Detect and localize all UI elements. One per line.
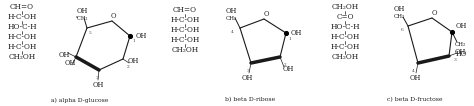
Text: 3: 3 — [454, 58, 456, 62]
Text: 3: 3 — [246, 69, 249, 73]
Text: C=O: C=O — [336, 13, 354, 21]
Text: OH: OH — [241, 74, 253, 82]
Text: H-C-OH: H-C-OH — [330, 43, 360, 51]
Text: H-C-OH: H-C-OH — [330, 33, 360, 41]
Text: c) beta D-fructose: c) beta D-fructose — [387, 97, 443, 103]
Text: H-C-OH: H-C-OH — [7, 13, 36, 21]
Text: 1: 1 — [289, 37, 292, 41]
Text: CH=O: CH=O — [10, 3, 34, 11]
Text: OH: OH — [135, 32, 146, 40]
Text: O: O — [431, 9, 437, 17]
Text: H-C-OH: H-C-OH — [170, 26, 200, 34]
Text: OH: OH — [58, 51, 70, 59]
Text: OH: OH — [225, 7, 237, 15]
Text: H-C-OH: H-C-OH — [7, 33, 36, 41]
Text: HO: HO — [456, 50, 467, 58]
Text: CH₂: CH₂ — [393, 15, 405, 20]
Text: 2: 2 — [127, 65, 129, 69]
Text: OH: OH — [456, 22, 467, 30]
Text: CH₂: CH₂ — [455, 42, 465, 47]
Text: 6: 6 — [401, 28, 403, 32]
Text: OH: OH — [128, 57, 139, 65]
Text: CH₂OH: CH₂OH — [172, 46, 199, 54]
Text: OH: OH — [393, 5, 405, 13]
Text: O: O — [110, 12, 116, 20]
Text: 4: 4 — [231, 30, 233, 34]
Text: HO-C-H: HO-C-H — [330, 23, 360, 31]
Text: OH: OH — [290, 29, 301, 37]
Text: b) beta D-ribose: b) beta D-ribose — [225, 97, 275, 103]
Text: CH₂OH: CH₂OH — [9, 53, 36, 61]
Text: 1: 1 — [133, 39, 136, 43]
Text: OH: OH — [92, 81, 104, 89]
Text: H-C-OH: H-C-OH — [170, 36, 200, 44]
Text: OH: OH — [454, 48, 465, 56]
Text: H-C-OH: H-C-OH — [170, 16, 200, 24]
Text: OH: OH — [410, 74, 421, 82]
Text: 3: 3 — [96, 76, 99, 80]
Text: CH₂OH: CH₂OH — [331, 53, 359, 61]
Text: O: O — [263, 10, 269, 18]
Text: CH₂: CH₂ — [225, 17, 237, 22]
Text: a) alpha D-glucose: a) alpha D-glucose — [51, 97, 109, 103]
Text: 5: 5 — [89, 31, 91, 35]
Text: HO-C-H: HO-C-H — [7, 23, 37, 31]
Text: H-C-OH: H-C-OH — [7, 43, 36, 51]
Text: OH: OH — [283, 65, 294, 73]
Text: 4: 4 — [411, 69, 414, 73]
Text: CH₂OH: CH₂OH — [331, 3, 359, 11]
Text: CH=O: CH=O — [173, 6, 197, 14]
Text: OH: OH — [64, 59, 76, 67]
Text: 2: 2 — [283, 63, 286, 67]
Text: OH: OH — [76, 7, 88, 15]
Text: ⁶CH₂: ⁶CH₂ — [76, 17, 88, 22]
